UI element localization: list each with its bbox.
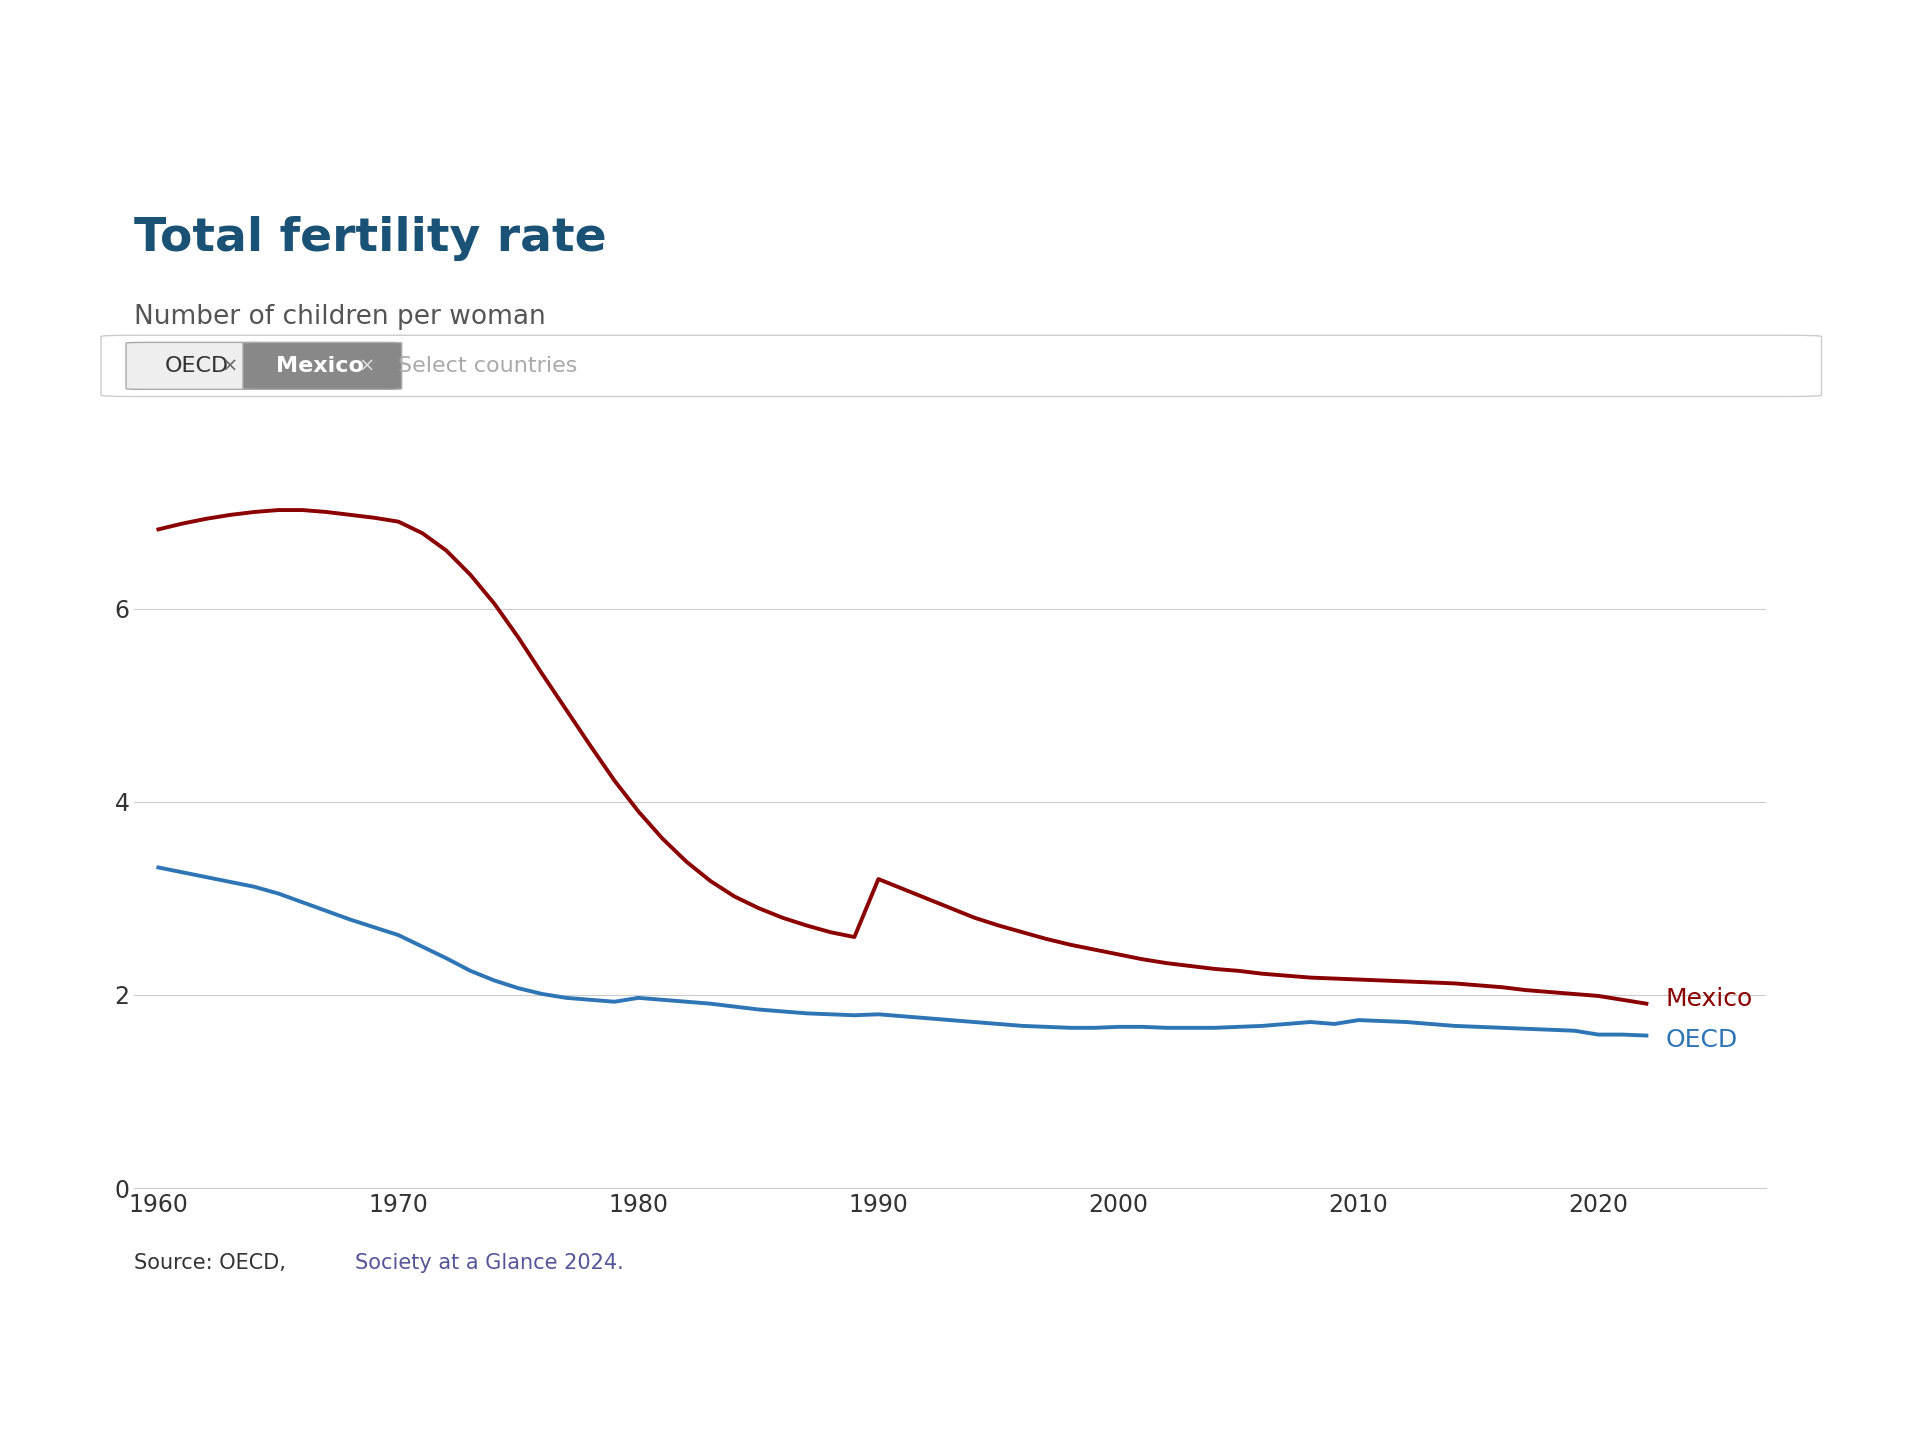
Text: Source: OECD,: Source: OECD,: [134, 1253, 294, 1274]
Text: ×: ×: [221, 356, 238, 375]
Text: Mexico: Mexico: [1665, 987, 1753, 1011]
Text: Mexico: Mexico: [276, 356, 365, 375]
FancyBboxPatch shape: [102, 335, 1822, 397]
Text: ×: ×: [359, 356, 374, 375]
FancyBboxPatch shape: [127, 342, 263, 390]
Text: OECD: OECD: [165, 356, 228, 375]
Text: Number of children per woman: Number of children per woman: [134, 304, 545, 330]
Text: OECD: OECD: [1665, 1029, 1738, 1052]
Text: Total fertility rate: Total fertility rate: [134, 216, 607, 261]
Text: Select countries: Select countries: [397, 356, 578, 375]
Text: Society at a Glance 2024.: Society at a Glance 2024.: [355, 1253, 624, 1274]
FancyBboxPatch shape: [244, 342, 401, 390]
